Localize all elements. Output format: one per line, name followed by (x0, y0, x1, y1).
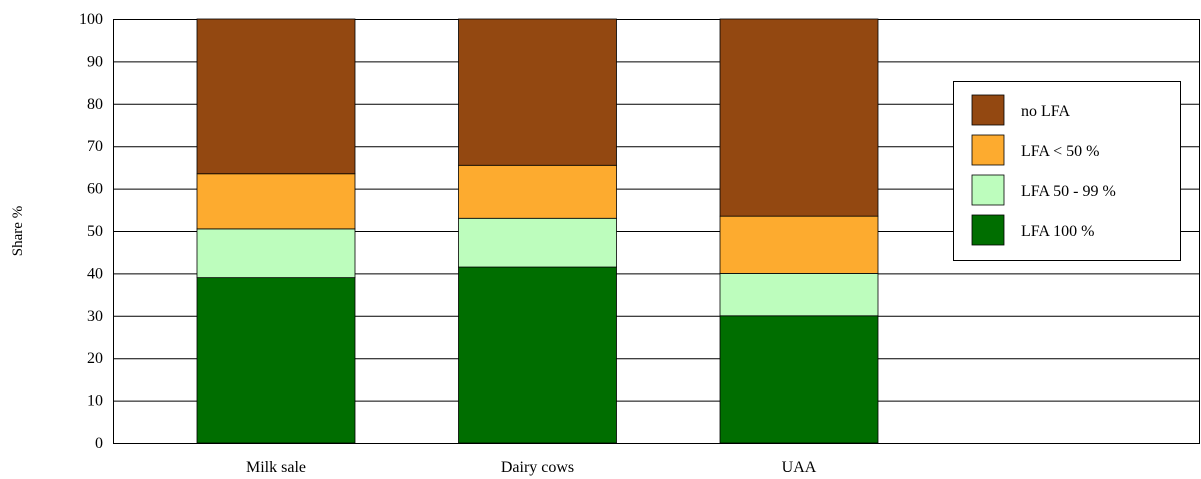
legend-swatch-1 (971, 134, 1005, 166)
legend-swatch-0 (971, 94, 1005, 126)
y-tick-label-30: 30 (87, 308, 103, 325)
y-tick-label-70: 70 (87, 138, 103, 155)
bar-milk-sale-no-lfa (196, 18, 356, 175)
y-tick-label-10: 10 (87, 393, 103, 410)
bars (196, 18, 879, 444)
bar-milk-sale-lfa-100- (196, 277, 356, 444)
y-tick-label-80: 80 (87, 96, 103, 113)
y-tick-label-100: 100 (79, 11, 103, 28)
legend-label-2: LFA 50 - 99 % (1021, 183, 1116, 200)
bar-milk-sale-lfa-50- (196, 173, 356, 230)
legend-label-3: LFA 100 % (1021, 223, 1094, 240)
legend-swatch-3 (971, 214, 1005, 246)
y-tick-label-0: 0 (95, 435, 103, 452)
y-tick-label-60: 60 (87, 181, 103, 198)
bar-dairy-cows-lfa-100- (458, 266, 617, 444)
x-tick-label-2: UAA (782, 459, 817, 476)
y-tick-label-40: 40 (87, 265, 103, 282)
bar-uaa-lfa-50- (719, 215, 879, 274)
bar-milk-sale-lfa-50-99- (196, 228, 356, 279)
x-tick-label-0: Milk sale (246, 459, 306, 476)
bar-uaa-lfa-50-99- (719, 272, 879, 317)
axes (113, 19, 1200, 444)
bar-dairy-cows-lfa-50-99- (458, 217, 617, 268)
x-tick-labels: Milk sale Dairy cows UAA (246, 459, 817, 476)
legend-swatch-2 (971, 174, 1005, 206)
y-tick-label-90: 90 (87, 53, 103, 70)
y-axis-label: Share % (10, 206, 26, 256)
bar-dairy-cows-no-lfa (458, 18, 617, 166)
y-tick-label-50: 50 (87, 223, 103, 240)
bar-dairy-cows-lfa-50- (458, 164, 617, 219)
legend-label-1: LFA < 50 % (1021, 143, 1100, 160)
y-tick-labels: 0 10 20 30 40 50 60 70 80 90 100 (79, 11, 103, 452)
legend-label-0: no LFA (1021, 103, 1070, 120)
legend: no LFA LFA < 50 % LFA 50 - 99 % LFA 100 % (953, 81, 1181, 261)
x-tick-label-1: Dairy cows (501, 459, 574, 476)
y-tick-label-20: 20 (87, 350, 103, 367)
bar-uaa-lfa-100- (719, 315, 879, 444)
bar-uaa-no-lfa (719, 18, 879, 217)
